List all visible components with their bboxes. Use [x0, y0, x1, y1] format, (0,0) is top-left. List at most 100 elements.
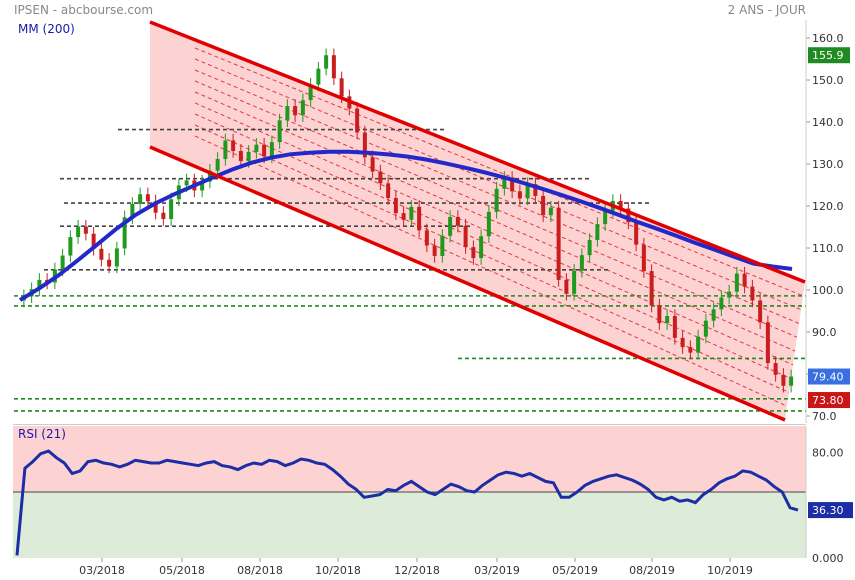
candle-body	[448, 216, 453, 236]
candle-body	[231, 140, 236, 151]
candle-body	[719, 297, 724, 310]
candle-body	[401, 213, 406, 220]
candle-body	[564, 279, 569, 294]
candle-body	[634, 222, 639, 245]
price-tick-label: 130.0	[812, 158, 844, 171]
candle-body	[750, 286, 755, 301]
rsi-value-label: 36.30	[812, 504, 844, 517]
candle-body	[696, 336, 701, 353]
candle-body	[734, 273, 739, 292]
candle-body	[355, 108, 360, 133]
rsi-pane: RSI (21) 80.00 0.000 36.30	[13, 426, 853, 565]
price-badge-label: 155.9	[812, 49, 844, 62]
lower-channel-line	[149, 145, 786, 422]
channel-dash-line	[194, 135, 788, 407]
time-tick-label: 05/2019	[552, 564, 598, 577]
time-tick-label: 08/2019	[629, 564, 675, 577]
channel-dash-line	[194, 102, 794, 366]
candles	[21, 48, 794, 393]
price-tick-label: 120.0	[812, 200, 844, 213]
candle-body	[758, 300, 763, 323]
channel-parallel-lines	[150, 22, 805, 420]
price-tick-label: 90.0	[812, 326, 837, 339]
candle-body	[657, 305, 662, 324]
candle-body	[409, 206, 414, 220]
candle-body	[122, 217, 127, 249]
candle-body	[533, 184, 538, 196]
candle-body	[479, 236, 484, 259]
candle-body	[76, 226, 81, 238]
price-badge-label: 73.80	[812, 394, 844, 407]
candle-body	[153, 201, 158, 213]
candle-body	[91, 233, 96, 249]
candle-body	[316, 68, 321, 85]
candle-body	[107, 259, 112, 267]
price-tick-label: 160.0	[812, 32, 844, 45]
candle-body	[130, 203, 135, 218]
candle-body	[200, 181, 205, 191]
candle-body	[541, 195, 546, 216]
channel-dash-line	[194, 47, 804, 297]
candle-body	[432, 245, 437, 256]
candle-body	[99, 248, 104, 260]
time-tick-label: 08/2018	[237, 564, 283, 577]
price-pane: MM (200) 160.0150.0140.0130.0120.0110.01…	[13, 20, 850, 423]
price-tick-label: 110.0	[812, 242, 844, 255]
candle-body	[703, 320, 708, 337]
candle-body	[331, 55, 336, 79]
candle-body	[680, 337, 685, 348]
candle-body	[207, 170, 212, 182]
candle-body	[424, 230, 429, 246]
candle-body	[83, 226, 88, 234]
candle-body	[455, 216, 460, 226]
price-tick-label: 70.0	[812, 410, 837, 423]
candle-body	[618, 200, 623, 209]
candle-body	[525, 184, 530, 199]
candle-body	[246, 151, 251, 162]
rsi-axis: 80.00 0.000	[805, 426, 844, 565]
channel-fill	[150, 22, 805, 420]
candle-body	[370, 157, 375, 172]
candle-body	[486, 211, 491, 237]
header-period: 2 ANS - JOUR	[728, 3, 806, 17]
rsi-tick-label: 0.000	[812, 552, 844, 565]
time-tick-label: 05/2018	[159, 564, 205, 577]
candle-body	[386, 183, 391, 199]
candle-body	[300, 100, 305, 116]
candle-body	[688, 347, 693, 353]
price-badge	[808, 47, 850, 64]
candle-body	[649, 271, 654, 306]
candle-body	[727, 291, 732, 298]
candle-body	[254, 144, 259, 152]
candle-body	[145, 194, 150, 202]
candle-body	[463, 225, 468, 248]
price-tick-label: 100.0	[812, 284, 844, 297]
candle-body	[440, 235, 445, 256]
candle-body	[378, 171, 383, 184]
candle-body	[641, 244, 646, 272]
candle-body	[517, 191, 522, 199]
candle-body	[324, 55, 329, 69]
price-badge-label: 79.40	[812, 371, 844, 384]
rsi-value-badge	[808, 502, 853, 519]
candle-body	[68, 237, 73, 256]
rsi-line	[15, 449, 799, 556]
candle-body	[579, 255, 584, 271]
price-tick-label: 140.0	[812, 116, 844, 129]
candle-body	[711, 309, 716, 321]
channel-dash-line	[194, 91, 796, 352]
candle-body	[789, 376, 794, 386]
candle-body	[765, 322, 770, 364]
candle-body	[114, 248, 119, 267]
candle-body	[238, 150, 243, 162]
candle-body	[603, 210, 608, 225]
candle-body	[572, 270, 577, 294]
time-tick-label: 03/2018	[79, 564, 125, 577]
header-title: IPSEN - abcbourse.com	[14, 3, 153, 17]
time-tick-label: 03/2019	[474, 564, 520, 577]
candle-body	[742, 273, 747, 287]
rsi-tick-label: 80.00	[812, 446, 844, 459]
candle-body	[626, 208, 631, 223]
